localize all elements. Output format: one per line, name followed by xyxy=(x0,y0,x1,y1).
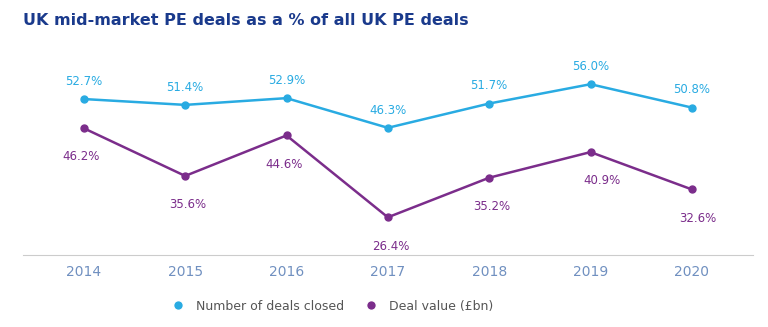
Deal value (£bn) xyxy=(586,150,595,154)
Number of deals closed xyxy=(180,103,190,107)
Text: 56.0%: 56.0% xyxy=(572,60,609,73)
Text: UK mid-market PE deals as a % of all UK PE deals: UK mid-market PE deals as a % of all UK … xyxy=(23,13,468,28)
Text: 51.4%: 51.4% xyxy=(167,81,204,94)
Text: 52.7%: 52.7% xyxy=(65,75,102,88)
Number of deals closed xyxy=(282,96,291,100)
Text: 52.9%: 52.9% xyxy=(268,74,305,87)
Text: 46.2%: 46.2% xyxy=(62,150,100,164)
Line: Number of deals closed: Number of deals closed xyxy=(81,81,695,131)
Legend: Number of deals closed, Deal value (£bn): Number of deals closed, Deal value (£bn) xyxy=(161,295,498,318)
Text: 50.8%: 50.8% xyxy=(674,83,710,96)
Text: 26.4%: 26.4% xyxy=(372,239,409,252)
Deal value (£bn) xyxy=(383,215,392,219)
Deal value (£bn) xyxy=(282,133,291,137)
Line: Deal value (£bn): Deal value (£bn) xyxy=(81,125,695,221)
Number of deals closed xyxy=(79,97,88,101)
Deal value (£bn) xyxy=(79,126,88,130)
Deal value (£bn) xyxy=(180,174,190,178)
Number of deals closed xyxy=(485,102,494,106)
Deal value (£bn) xyxy=(485,176,494,180)
Text: 40.9%: 40.9% xyxy=(583,174,621,187)
Deal value (£bn) xyxy=(687,187,697,191)
Text: 35.2%: 35.2% xyxy=(473,200,511,213)
Text: 51.7%: 51.7% xyxy=(471,79,508,93)
Text: 32.6%: 32.6% xyxy=(679,212,716,225)
Text: 35.6%: 35.6% xyxy=(170,198,207,211)
Number of deals closed xyxy=(687,106,697,110)
Text: 44.6%: 44.6% xyxy=(265,158,303,171)
Number of deals closed xyxy=(586,82,595,86)
Text: 46.3%: 46.3% xyxy=(369,104,406,117)
Number of deals closed xyxy=(383,126,392,130)
